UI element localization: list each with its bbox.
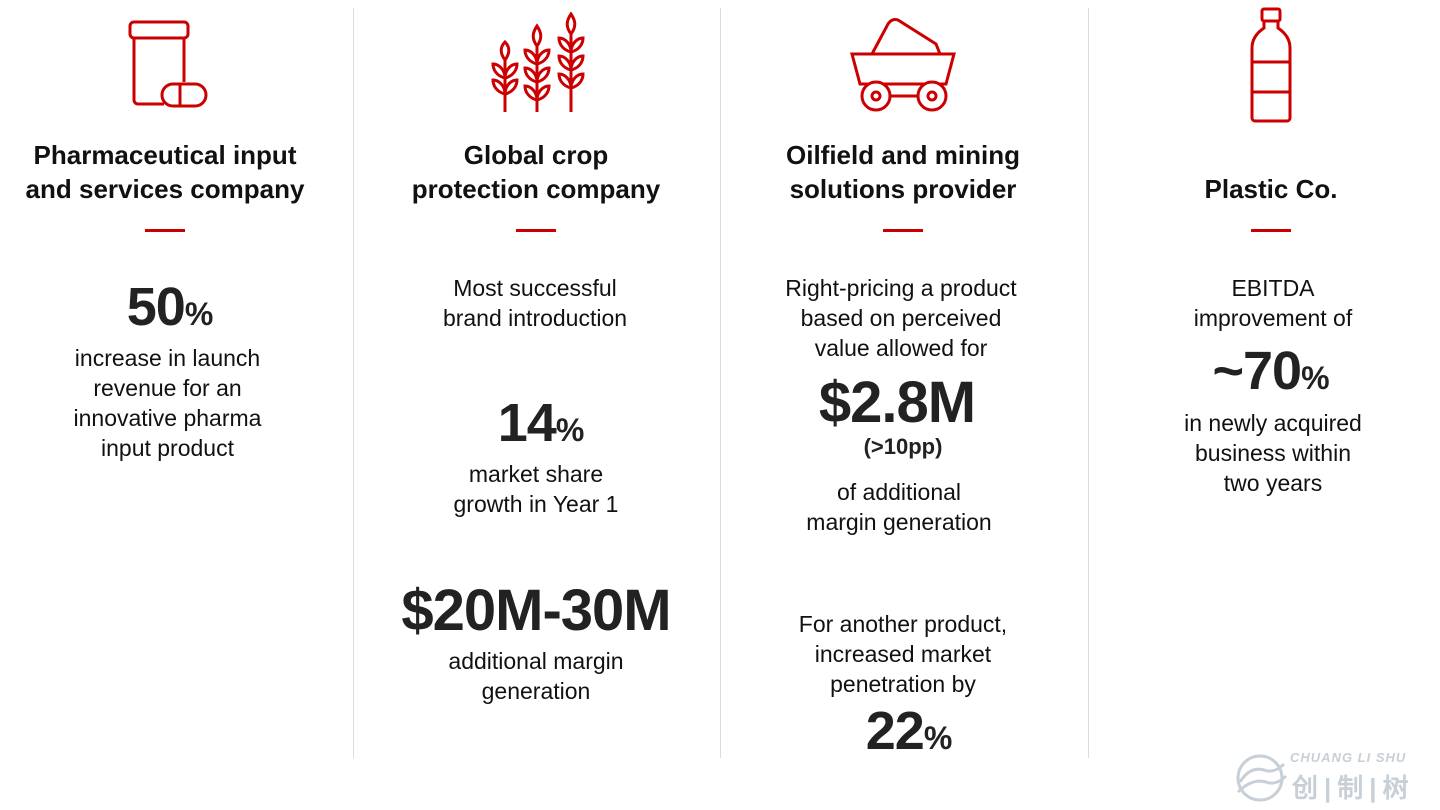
pill-jar-icon: [128, 20, 208, 108]
column-divider: [353, 8, 354, 758]
company-title: Plastic Co.: [1204, 174, 1338, 204]
case-column-crop: Global crop protection company Most succ…: [353, 0, 719, 810]
accent-rule: [1251, 229, 1291, 232]
case-column-plastic: Plastic Co. EBITDA improvement of ~70% i…: [1088, 0, 1440, 810]
accent-rule: [145, 229, 185, 232]
metric-description: increase in launch revenue for an innova…: [73, 345, 262, 461]
company-title: Pharmaceutical input and services compan…: [25, 140, 305, 204]
metric-description: in newly acquired business within two ye…: [1184, 410, 1362, 496]
metric-value: 14%: [497, 393, 585, 453]
column-divider: [720, 8, 721, 758]
company-title: Global crop protection company: [411, 140, 661, 204]
column-divider: [1088, 8, 1089, 758]
mining-cart-icon: [850, 18, 956, 112]
company-title: Oilfield and mining solutions provider: [786, 140, 1020, 204]
metric-intro: Most successful brand introduction: [442, 275, 628, 331]
metric-intro: EBITDA improvement of: [1193, 275, 1353, 331]
wave-logo-icon: [1236, 754, 1288, 802]
metric-value: $2.8M: [818, 370, 976, 435]
accent-rule: [516, 229, 556, 232]
watermark-text-en: CHUANG LI SHU: [1290, 750, 1407, 765]
metric-intro: For another product, increased market pe…: [798, 611, 1008, 697]
wheat-icon: [491, 12, 585, 112]
metric-value: $20M-30M: [401, 578, 671, 643]
metric-subnote: (>10pp): [863, 434, 943, 459]
watermark-logo: CHUANG LI SHU 创|制|树: [1234, 748, 1434, 804]
metric-description: of additional margin generation: [806, 479, 992, 535]
metric-description: market share growth in Year 1: [453, 461, 619, 517]
accent-rule: [883, 229, 923, 232]
metric-intro: Right-pricing a product based on perceiv…: [785, 275, 1017, 361]
case-column-oilfield: Oilfield and mining solutions provider R…: [720, 0, 1086, 810]
metric-description: additional margin generation: [448, 648, 624, 704]
plastic-bottle-icon: [1250, 7, 1292, 123]
metric-value: 22%: [865, 701, 953, 761]
metric-value: ~70%: [1212, 341, 1330, 401]
watermark-text-cn: 创|制|树: [1292, 773, 1415, 803]
case-column-pharma: Pharmaceutical input and services compan…: [0, 0, 348, 810]
metric-value: 50%: [126, 277, 214, 337]
